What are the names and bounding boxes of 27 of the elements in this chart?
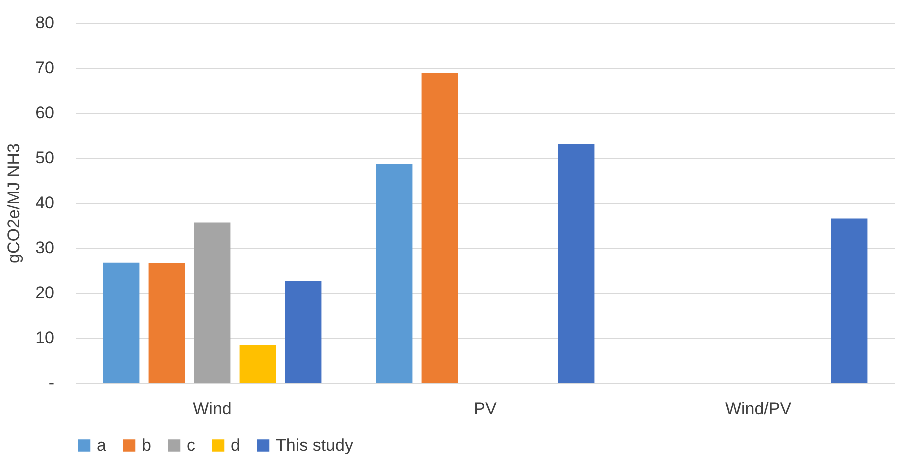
- y-tick-label: -: [48, 374, 54, 392]
- y-tick-label: 30: [36, 238, 54, 258]
- bar: [422, 73, 458, 383]
- bar: [194, 222, 231, 383]
- x-tick-label: Wind/PV: [725, 400, 792, 418]
- legend-label: a: [97, 436, 107, 455]
- legend-label: b: [142, 436, 152, 455]
- bar: [558, 144, 595, 383]
- bar: [285, 281, 322, 383]
- legend-label: c: [187, 436, 196, 455]
- bar: [240, 345, 276, 383]
- x-tick-label: Wind: [193, 400, 232, 418]
- y-tick-label: 70: [36, 58, 54, 78]
- bar: [376, 164, 413, 383]
- legend-label: This study: [276, 436, 354, 455]
- y-tick-label: 50: [36, 148, 54, 168]
- y-tick-label: 20: [36, 284, 54, 302]
- legend-label: d: [231, 436, 240, 455]
- y-tick-label: 40: [36, 194, 54, 212]
- bar: [148, 263, 186, 383]
- bar: [831, 218, 868, 383]
- y-tick-label: 80: [36, 14, 54, 32]
- y-tick-label: 10: [36, 328, 54, 348]
- y-axis-title: gCO2e/MJ NH3: [4, 144, 24, 264]
- y-tick-label: 60: [36, 104, 54, 122]
- bar: [103, 262, 140, 383]
- x-tick-label: PV: [474, 400, 498, 418]
